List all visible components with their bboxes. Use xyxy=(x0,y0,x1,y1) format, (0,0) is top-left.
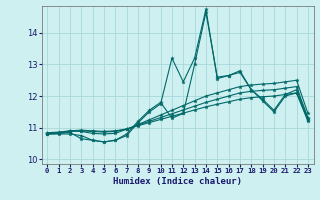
X-axis label: Humidex (Indice chaleur): Humidex (Indice chaleur) xyxy=(113,177,242,186)
